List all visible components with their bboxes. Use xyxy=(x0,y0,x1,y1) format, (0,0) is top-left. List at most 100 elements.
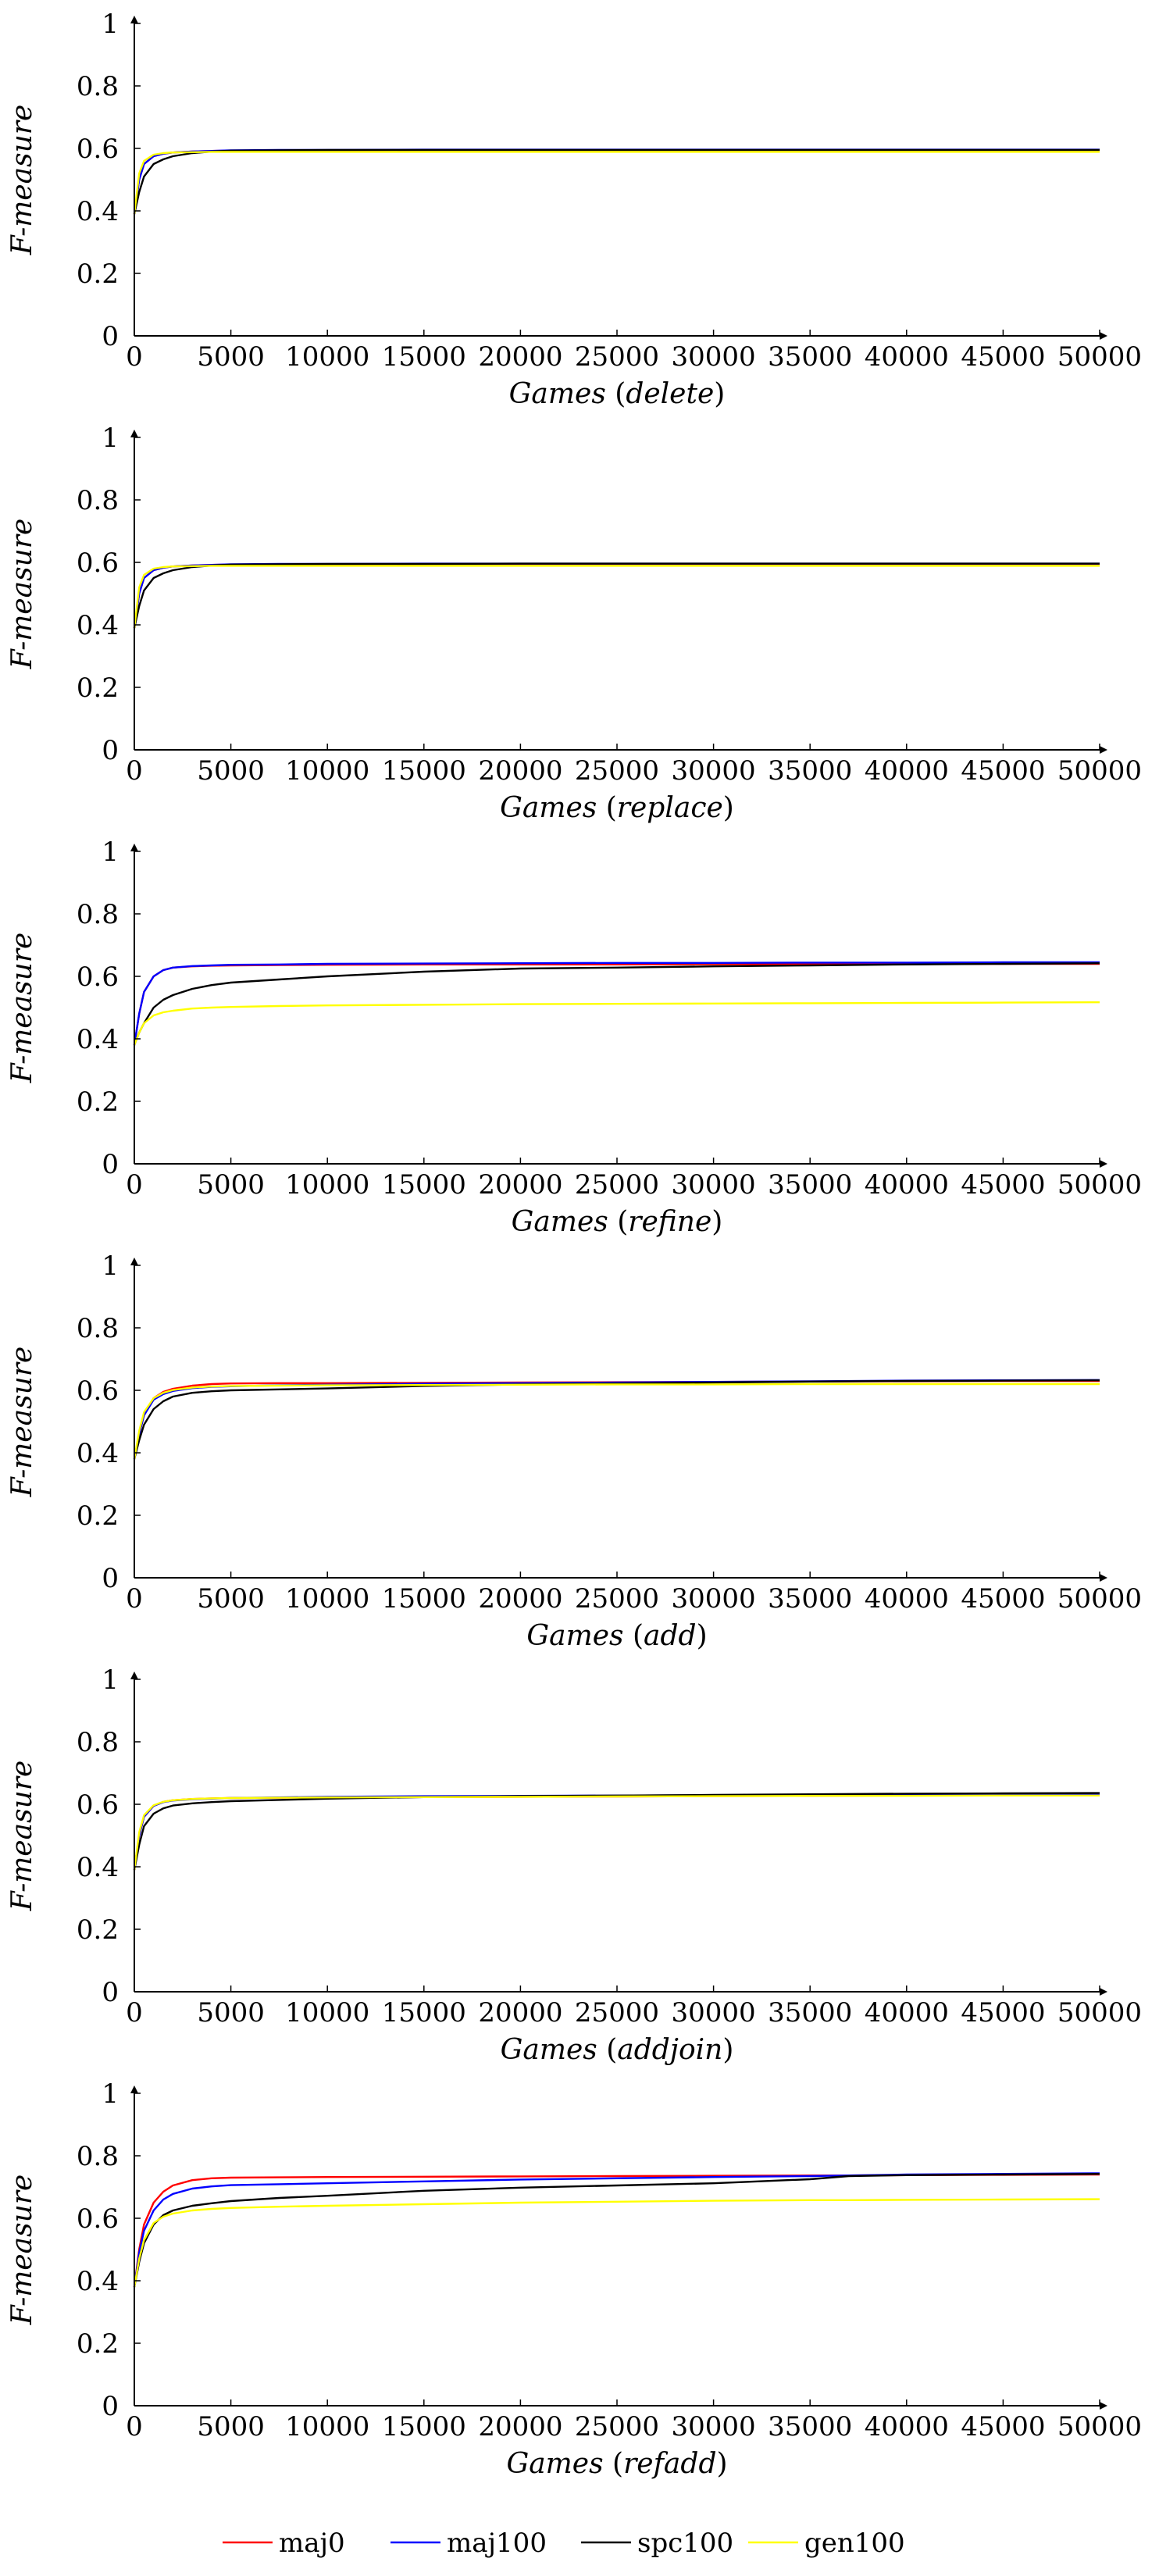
x-tick-label: 20000 xyxy=(478,755,562,787)
x-axis-label-text: Games xyxy=(512,1206,618,1238)
y-tick-label: 0 xyxy=(102,735,119,766)
y-tick-label: 0.2 xyxy=(77,1914,119,1946)
x-tick-label: 25000 xyxy=(575,1583,659,1614)
x-axis-label-close-paren: ) xyxy=(711,1206,722,1238)
x-axis-label-text: Games xyxy=(501,2034,607,2066)
x-tick-label: 45000 xyxy=(961,341,1045,373)
x-tick-label: 30000 xyxy=(672,755,756,787)
y-tick-label: 1 xyxy=(102,1251,119,1282)
x-axis-label-condition: add xyxy=(644,1620,697,1652)
x-tick-label: 5000 xyxy=(197,1997,265,2028)
y-tick-label: 1 xyxy=(102,837,119,868)
x-tick-label: 25000 xyxy=(575,341,659,373)
x-tick-label: 0 xyxy=(126,2411,143,2442)
x-tick-label: 5000 xyxy=(197,755,265,787)
x-axis-label: Games (delete) xyxy=(509,378,726,410)
x-tick-label: 5000 xyxy=(197,1169,265,1201)
y-tick-label: 0.6 xyxy=(77,1789,119,1821)
y-axis-label: F-measure xyxy=(6,105,38,256)
y-tick-label: 0 xyxy=(102,1563,119,1594)
series-line-gen100 xyxy=(133,1001,1100,1046)
x-tick-label: 45000 xyxy=(961,755,1045,787)
x-tick-label: 50000 xyxy=(1057,1997,1142,2028)
x-tick-label: 25000 xyxy=(575,1169,659,1201)
x-tick-label: 20000 xyxy=(478,1169,562,1201)
x-axis-label-close-paren: ) xyxy=(714,378,725,410)
x-axis-label-close-paren: ) xyxy=(722,2034,733,2066)
chart-panels: 0 5000 10000 15000 20000 25000 30000 35000 40000… xyxy=(6,9,1142,2480)
x-axis-label: Games (refine) xyxy=(512,1206,723,1238)
series-line-maj0 xyxy=(133,562,1100,629)
x-tick-label: 30000 xyxy=(672,1169,756,1201)
x-axis-label-open-paren: ( xyxy=(606,792,617,824)
legend: maj0 maj100 spc100 gen100 xyxy=(223,2528,905,2559)
y-axis-label: F-measure xyxy=(6,933,38,1084)
x-axis-label-text: Games xyxy=(506,2448,612,2480)
x-tick-label: 35000 xyxy=(768,1169,852,1201)
series-line-gen100 xyxy=(133,565,1100,629)
x-tick-label: 40000 xyxy=(865,755,949,787)
x-axis-label: Games (refadd) xyxy=(506,2448,727,2480)
x-axis-label-condition: refadd xyxy=(623,2448,716,2480)
x-tick-label: 50000 xyxy=(1057,2411,1142,2442)
series-line-maj100 xyxy=(133,562,1100,629)
y-tick-label: 0.6 xyxy=(77,1375,119,1407)
x-tick-label: 20000 xyxy=(478,1583,562,1614)
series-line-maj0 xyxy=(133,2173,1100,2288)
x-tick-label: 10000 xyxy=(285,1583,369,1614)
x-tick-label: 15000 xyxy=(382,1997,466,2028)
x-tick-label: 30000 xyxy=(672,1583,756,1614)
x-tick-label: 45000 xyxy=(961,2411,1045,2442)
x-tick-label: 15000 xyxy=(382,341,466,373)
chart-addjoin: 0 5000 10000 15000 20000 25000 30000 35000 40000… xyxy=(6,1664,1142,2066)
x-tick-label: 35000 xyxy=(768,1583,852,1614)
y-tick-label: 0.8 xyxy=(77,2141,119,2172)
x-tick-label: 50000 xyxy=(1057,1169,1142,1201)
series-line-maj100 xyxy=(133,961,1100,1046)
x-axis-label: Games (addjoin) xyxy=(501,2034,734,2066)
series-line-gen100 xyxy=(133,1794,1100,1871)
y-axis-label: F-measure xyxy=(6,1761,38,1912)
x-axis-label-condition: addjoin xyxy=(617,2034,722,2066)
x-tick-label: 50000 xyxy=(1057,755,1142,787)
chart-refine: 0 5000 10000 15000 20000 25000 30000 35000 40000… xyxy=(6,837,1142,1238)
x-axis-label-close-paren: ) xyxy=(723,792,734,824)
x-axis-label-text: Games xyxy=(509,378,615,410)
y-tick-label: 0 xyxy=(102,1149,119,1180)
series-line-maj0 xyxy=(133,148,1100,215)
x-axis-label-close-paren: ) xyxy=(697,1620,708,1652)
x-axis-label-condition: refine xyxy=(628,1206,711,1238)
y-tick-label: 0.8 xyxy=(77,1727,119,1758)
x-tick-label: 15000 xyxy=(382,2411,466,2442)
series-line-maj100 xyxy=(133,1379,1100,1460)
x-axis-label-open-paren: ( xyxy=(612,2448,623,2480)
x-tick-label: 15000 xyxy=(382,1583,466,1614)
x-tick-label: 40000 xyxy=(865,1997,949,2028)
x-tick-label: 50000 xyxy=(1057,1583,1142,1614)
y-tick-label: 0.8 xyxy=(77,899,119,930)
y-tick-label: 0.4 xyxy=(77,1438,119,1469)
y-tick-label: 1 xyxy=(102,423,119,454)
x-tick-label: 30000 xyxy=(672,341,756,373)
series-line-maj0 xyxy=(133,1379,1100,1460)
x-tick-label: 45000 xyxy=(961,1997,1045,2028)
x-tick-label: 30000 xyxy=(672,2411,756,2442)
legend-label-spc100: spc100 xyxy=(637,2528,733,2559)
y-tick-label: 0.4 xyxy=(77,2266,119,2297)
y-axis-label: F-measure xyxy=(6,519,38,670)
x-tick-label: 10000 xyxy=(285,2411,369,2442)
x-axis-label-open-paren: ( xyxy=(615,378,626,410)
y-tick-label: 0.6 xyxy=(77,134,119,165)
series-line-gen100 xyxy=(133,1383,1100,1460)
x-tick-label: 10000 xyxy=(285,341,369,373)
legend-label-maj0: maj0 xyxy=(279,2528,345,2559)
series-line-gen100 xyxy=(133,151,1100,215)
x-tick-label: 30000 xyxy=(672,1997,756,2028)
y-tick-label: 0.6 xyxy=(77,962,119,993)
x-axis-label: Games (add) xyxy=(526,1620,707,1652)
x-tick-label: 20000 xyxy=(478,2411,562,2442)
chart-add: 0 5000 10000 15000 20000 25000 30000 35000 40000… xyxy=(6,1251,1142,1652)
chart-refadd: 0 5000 10000 15000 20000 25000 30000 35000 40000… xyxy=(6,2078,1142,2480)
x-tick-label: 25000 xyxy=(575,2411,659,2442)
